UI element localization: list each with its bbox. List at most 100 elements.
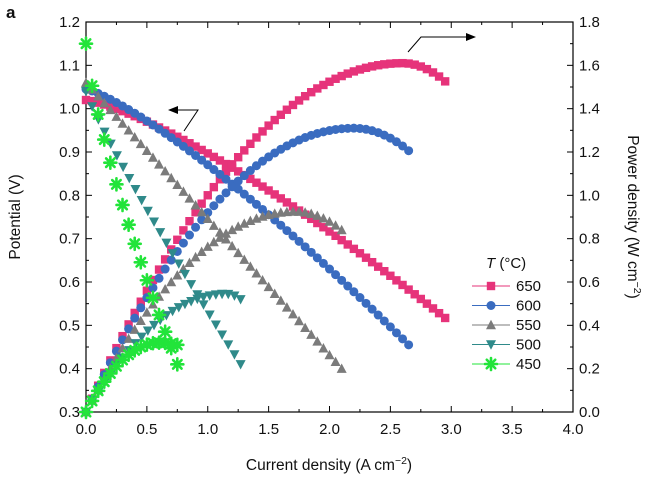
power-point-550 xyxy=(202,241,213,251)
iv-point-550 xyxy=(141,145,152,155)
iv-point-550 xyxy=(117,118,128,128)
iv-point-600 xyxy=(343,281,353,291)
iv-point-550 xyxy=(294,315,305,326)
iv-point-650 xyxy=(325,227,334,236)
power-point-650 xyxy=(264,121,273,130)
iv-point-550 xyxy=(178,186,189,196)
iv-point-550 xyxy=(251,268,262,278)
iv-point-500 xyxy=(142,206,153,217)
iv-point-450 xyxy=(145,290,161,306)
iv-point-500 xyxy=(161,238,172,249)
power-point-550 xyxy=(166,276,177,287)
power-point-550 xyxy=(336,224,347,235)
power-point-650 xyxy=(380,60,389,69)
iv-point-600 xyxy=(306,247,316,257)
power-point-600 xyxy=(239,171,249,181)
iv-point-500 xyxy=(173,259,184,269)
iv-point-600 xyxy=(203,160,213,170)
iv-point-550 xyxy=(227,240,238,251)
iv-point-650 xyxy=(313,218,322,228)
iv-point-550 xyxy=(239,254,250,264)
power-point-650 xyxy=(197,199,206,208)
legend-marker-650 xyxy=(486,281,496,291)
x-axis-tick-labels: 0.0 0.5 1.0 1.5 2.0 2.5 3.0 3.5 4.0 xyxy=(76,421,584,438)
iv-point-500 xyxy=(186,280,197,290)
power-point-500 xyxy=(204,291,215,301)
power-point-650 xyxy=(142,286,152,295)
iv-point-650 xyxy=(179,135,188,145)
power-point-600 xyxy=(191,222,201,232)
left-y-axis-tick-labels: 0.3 0.4 0.5 0.6 0.7 0.8 0.9 1.0 1.1 1.2 xyxy=(59,14,80,421)
iv-point-500 xyxy=(198,300,209,310)
power-point-500 xyxy=(229,291,240,301)
iv-point-450 xyxy=(109,177,124,192)
iv-point-550 xyxy=(233,247,244,258)
iv-point-600 xyxy=(355,293,365,303)
power-point-550 xyxy=(239,218,250,228)
legend-item-600: 600 xyxy=(472,298,541,315)
iv-point-650 xyxy=(386,271,395,280)
iv-point-650 xyxy=(185,139,194,148)
power-point-550 xyxy=(300,207,311,217)
power-point-550 xyxy=(172,270,183,280)
iv-point-600 xyxy=(239,189,249,199)
y2-tick-label: 0.8 xyxy=(579,231,600,248)
iv-point-650 xyxy=(398,280,407,290)
power-point-650 xyxy=(258,127,267,136)
x-tick-label: 0.0 xyxy=(76,421,97,438)
iv-point-450 xyxy=(127,236,142,252)
iv-point-600 xyxy=(276,220,286,230)
legend-marker-600 xyxy=(486,301,496,310)
iv-point-650 xyxy=(173,132,182,141)
power-point-650 xyxy=(416,62,426,71)
iv-point-550 xyxy=(147,152,158,162)
power-point-650 xyxy=(294,96,304,105)
iv-point-500 xyxy=(124,173,135,184)
iv-point-550 xyxy=(324,349,335,360)
y2-tick-label: 0.4 xyxy=(579,317,600,334)
iv-point-600 xyxy=(398,334,408,344)
power-point-600 xyxy=(215,194,225,204)
iv-point-600 xyxy=(373,310,383,320)
power-point-650 xyxy=(325,77,334,86)
power-point-550 xyxy=(184,257,195,268)
power-point-550 xyxy=(312,210,323,220)
iv-point-650 xyxy=(440,313,450,323)
power-point-550 xyxy=(221,228,232,238)
iv-point-600 xyxy=(251,199,261,209)
iv-point-500 xyxy=(155,228,166,238)
power-point-650 xyxy=(386,59,395,68)
x-tick-label: 2.5 xyxy=(380,421,401,438)
power-point-650 xyxy=(173,235,182,244)
power-point-550 xyxy=(214,232,225,242)
power-point-650 xyxy=(282,105,292,114)
power-point-550 xyxy=(330,220,341,230)
x-tick-label: 3.5 xyxy=(502,421,523,438)
iv-point-550 xyxy=(111,111,122,121)
power-point-600 xyxy=(404,146,414,156)
iv-point-500 xyxy=(130,185,141,195)
iv-point-550 xyxy=(154,159,165,169)
iv-point-550 xyxy=(123,125,134,135)
power-point-500 xyxy=(210,290,221,300)
power-point-550 xyxy=(141,307,152,317)
iv-point-650 xyxy=(355,249,365,258)
x-tick-label: 1.0 xyxy=(197,421,218,438)
power-point-600 xyxy=(111,346,121,356)
iv-point-550 xyxy=(129,131,140,142)
power-point-550 xyxy=(318,213,329,223)
power-point-650 xyxy=(410,60,419,69)
iv-point-600 xyxy=(245,194,255,204)
iv-point-450 xyxy=(139,272,155,288)
iv-point-650 xyxy=(337,235,346,245)
power-point-550 xyxy=(324,216,335,226)
power-point-650 xyxy=(319,80,328,90)
left-axis-pointer-arrow xyxy=(168,106,199,132)
power-point-500 xyxy=(186,297,197,307)
iv-point-650 xyxy=(87,96,97,106)
y-tick-label: 1.0 xyxy=(59,101,80,118)
legend-item-450: 450 xyxy=(472,356,541,373)
y-tick-label: 0.3 xyxy=(59,404,80,421)
power-point-650 xyxy=(160,255,170,264)
power-point-650 xyxy=(300,91,310,101)
